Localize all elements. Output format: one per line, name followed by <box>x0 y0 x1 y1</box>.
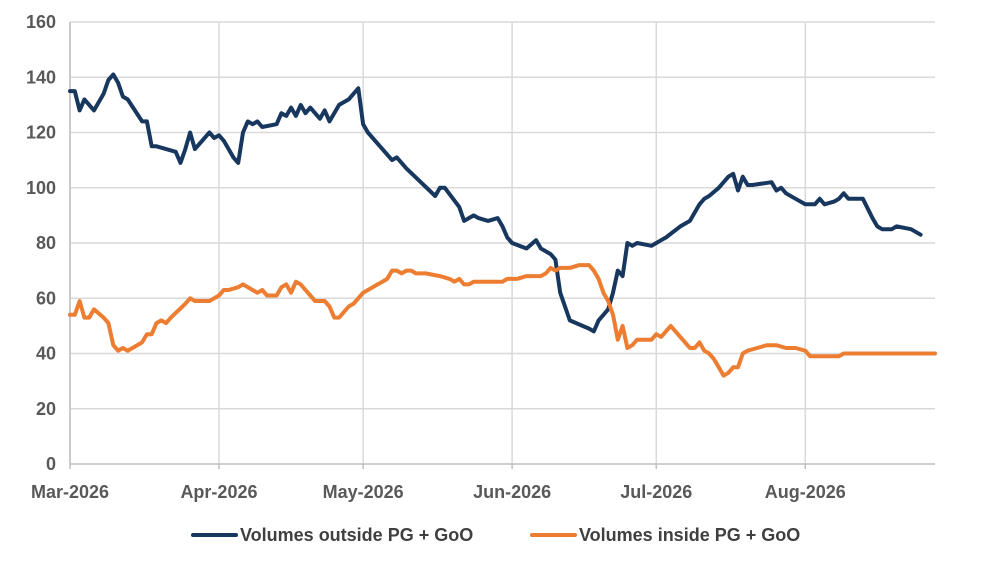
series-line-outside <box>68 72 923 334</box>
x-tick-label: Apr-2026 <box>180 482 257 502</box>
y-tick-label: 120 <box>26 123 56 143</box>
gridlines <box>69 21 935 469</box>
y-tick-label: 0 <box>46 454 56 474</box>
y-tick-label: 140 <box>26 67 56 87</box>
legend-label-outside: Volumes outside PG + GoO <box>240 525 473 545</box>
y-axis-tick-labels: 0 20 40 60 80 100 120 140 160 <box>26 12 56 474</box>
x-tick-label: Jul-2026 <box>620 482 692 502</box>
y-tick-label: 40 <box>36 344 56 364</box>
y-tick-label: 160 <box>26 12 56 32</box>
y-tick-label: 80 <box>36 233 56 253</box>
x-axis-tick-labels: Mar-2026 Apr-2026 May-2026 Jun-2026 Jul-2026… <box>31 482 846 502</box>
legend-label-inside: Volumes inside PG + GoO <box>579 525 800 545</box>
legend: Volumes outside PG + GoO Volumes inside … <box>191 525 800 545</box>
y-tick-label: 60 <box>36 288 56 308</box>
x-tick-label: Mar-2026 <box>31 482 109 502</box>
x-tick-label: Jun-2026 <box>473 482 551 502</box>
y-tick-label: 20 <box>36 399 56 419</box>
series-lines <box>68 72 937 378</box>
x-tick-label: May-2026 <box>323 482 404 502</box>
y-tick-label: 100 <box>26 178 56 198</box>
series-line-inside <box>68 263 937 378</box>
x-tick-label: Aug-2026 <box>765 482 846 502</box>
